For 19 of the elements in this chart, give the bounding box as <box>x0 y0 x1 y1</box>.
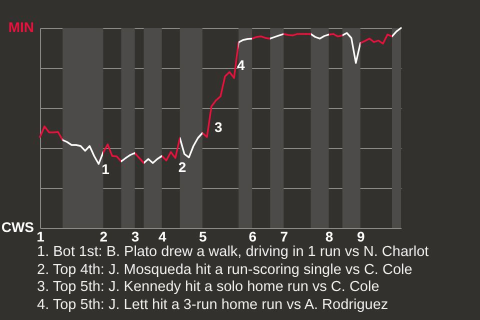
x-tick-label: 1 <box>36 228 45 244</box>
x-tick-label: 5 <box>199 228 208 244</box>
text: 3. Top 5th: J. Kennedy hit a solo home run vs C. Cole <box>37 279 380 296</box>
annotation: 4 <box>237 57 246 73</box>
x-tick-label: 7 <box>280 228 288 244</box>
x-tick-label: 8 <box>325 228 334 244</box>
text: 1. Bot 1st: B. Plato drew a walk, driving in 1 run vs N. Charlot <box>37 244 429 262</box>
text: MIN <box>8 19 34 35</box>
text: 2. Top 4th: J. Mosqueda hit a run-scoring single vs C. Cole <box>37 262 414 279</box>
annotation: 3 <box>214 119 222 135</box>
text: 4. Top 5th: J. Lett hit a 3-run home run vs A. Rodriguez <box>37 296 390 314</box>
annotation: 2 <box>178 159 186 175</box>
x-tick-label: 2 <box>100 228 108 244</box>
x-tick-label: 3 <box>131 228 140 244</box>
x-tick-label: 9 <box>356 228 365 244</box>
text: CWS <box>1 219 34 235</box>
x-tick-label: 4 <box>158 228 166 244</box>
annotation: 1 <box>102 161 110 177</box>
x-tick-label: 6 <box>248 228 257 244</box>
